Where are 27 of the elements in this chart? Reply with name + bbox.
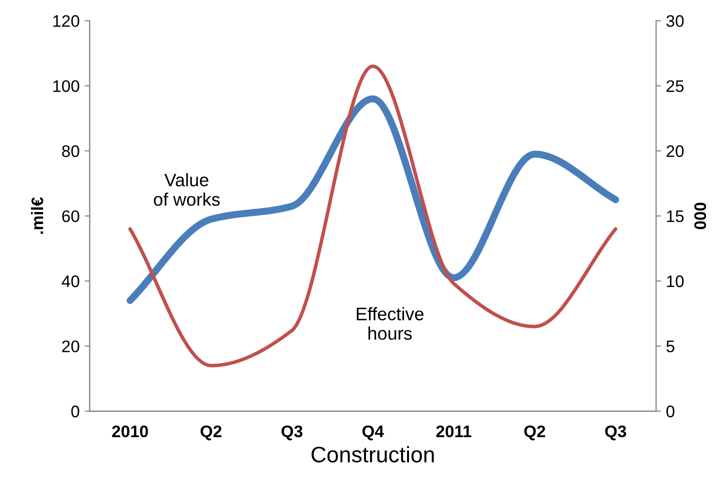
text: Effective hours	[356, 307, 424, 340]
x-tick-label: Q3	[281, 425, 302, 440]
y-axis-title: .mil€	[31, 197, 44, 234]
y-tick-label: 40	[62, 275, 80, 288]
y2-tick-label: 15	[667, 210, 684, 222]
y2-tick-label: 25	[666, 80, 684, 92]
x-axis-title: Construction	[312, 446, 434, 462]
x-tick-label: Q2	[524, 425, 546, 440]
y2-tick-label: 20	[666, 145, 684, 158]
y-tick-label: 100	[53, 80, 80, 92]
y-tick-label: 20	[62, 340, 80, 352]
x-tick-label: 2010	[112, 425, 148, 438]
x-tick-label: Q3	[605, 425, 626, 440]
x-tick-label: Q4	[362, 425, 384, 440]
y2-tick-label: 0	[666, 406, 674, 418]
x-tick-label: Q2	[200, 425, 222, 440]
y-tick-label: 0	[71, 406, 80, 418]
y-tick-label: 60	[62, 210, 80, 222]
y2-tick-label: 10	[667, 275, 684, 288]
y2-axis-title: 000	[694, 202, 706, 230]
y-tick-label: 80	[62, 145, 80, 158]
y2-tick-label: 5	[666, 340, 674, 352]
series-label: Value of works	[154, 173, 220, 206]
y2-tick-label: 30	[666, 15, 684, 27]
line-series	[128, 64, 618, 368]
y-tick-label: 120	[53, 15, 80, 27]
x-tick-label: 2011	[436, 425, 472, 438]
